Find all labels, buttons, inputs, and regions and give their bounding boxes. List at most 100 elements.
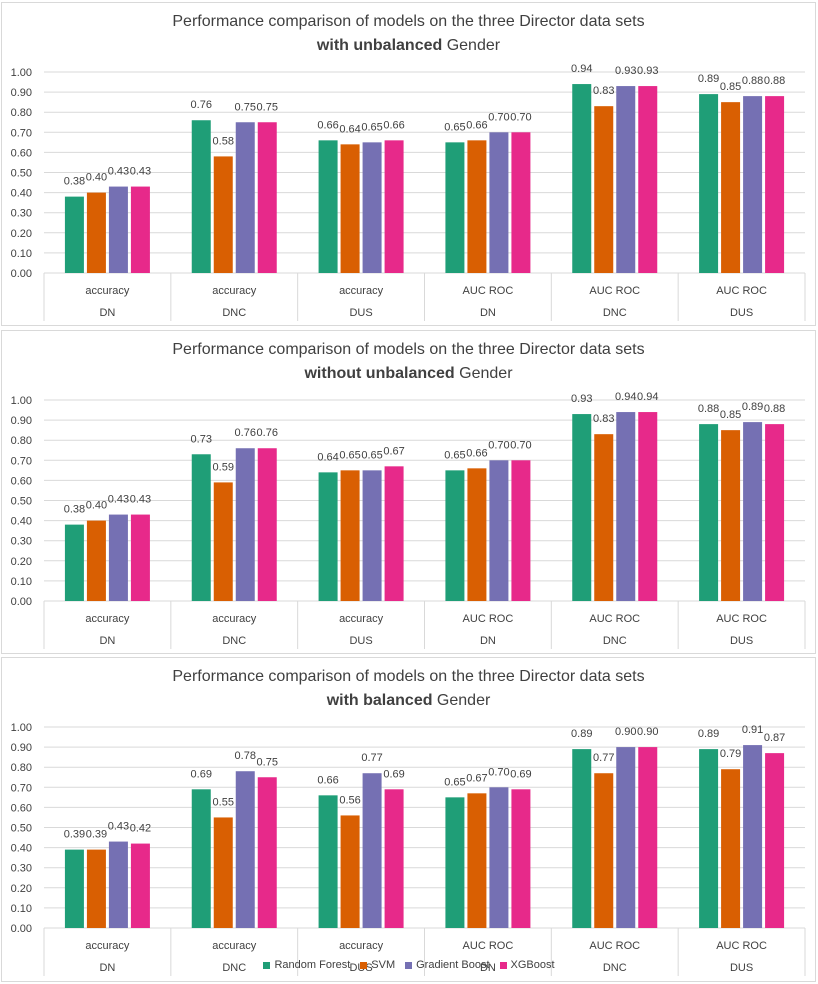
bar-random-forest xyxy=(64,849,84,928)
y-tick-label: 0.80 xyxy=(11,107,32,119)
data-label: 0.40 xyxy=(86,500,107,512)
bar-gradient-boost xyxy=(108,186,128,273)
bar-svm xyxy=(721,102,741,274)
data-label: 0.43 xyxy=(108,494,129,506)
data-label: 0.65 xyxy=(444,121,465,133)
bar-xgboost xyxy=(638,86,658,273)
y-tick-label: 0.50 xyxy=(11,496,32,508)
data-label: 0.65 xyxy=(361,121,382,133)
chart-title-line2: with unbalanced Gender xyxy=(2,37,815,55)
x-group-label: DUS xyxy=(349,307,372,319)
data-label: 0.83 xyxy=(593,85,614,97)
data-label: 0.89 xyxy=(742,401,763,413)
data-label: 0.85 xyxy=(720,81,741,93)
data-label: 0.64 xyxy=(317,451,338,463)
bar-random-forest xyxy=(318,140,338,273)
x-group-label: DUS xyxy=(730,635,753,647)
chart-title-rest: Gender xyxy=(442,37,501,54)
x-group-label: DN xyxy=(480,635,496,647)
legend-swatch xyxy=(263,961,271,969)
bar-svm xyxy=(213,482,233,601)
bar-xgboost xyxy=(638,747,658,928)
data-label: 0.70 xyxy=(488,439,509,451)
legend-label: Gradient Boost xyxy=(416,959,490,971)
bar-random-forest xyxy=(445,797,465,928)
x-category-label: accuracy xyxy=(212,940,257,952)
bar-random-forest xyxy=(318,472,338,601)
data-label: 0.77 xyxy=(361,752,382,764)
y-tick-label: 0.70 xyxy=(11,127,32,139)
y-tick-label: 0.10 xyxy=(11,248,32,260)
x-category-label: accuracy xyxy=(85,285,130,297)
bar-svm xyxy=(86,192,106,273)
data-label: 0.39 xyxy=(64,829,85,841)
data-label: 0.83 xyxy=(593,413,614,425)
data-label: 0.39 xyxy=(86,829,107,841)
legend-label: XGBoost xyxy=(510,959,555,971)
bar-svm xyxy=(340,815,360,928)
legend-swatch xyxy=(499,961,507,969)
x-group-label: DUS xyxy=(730,962,753,974)
data-label: 0.75 xyxy=(235,101,256,113)
data-label: 0.93 xyxy=(615,65,636,77)
chart-title-rest: Gender xyxy=(432,692,491,709)
data-label: 0.66 xyxy=(466,119,487,131)
x-group-label: DN xyxy=(480,307,496,319)
bar-xgboost xyxy=(130,514,150,601)
bar-xgboost xyxy=(257,777,277,928)
bar-gradient-boost xyxy=(108,841,128,928)
chart-title-rest: Gender xyxy=(454,365,513,382)
bar-gradient-boost xyxy=(743,745,763,928)
x-group-label: DNC xyxy=(222,962,246,974)
x-category-label: AUC ROC xyxy=(589,613,640,625)
bar-random-forest xyxy=(191,454,211,601)
bar-random-forest xyxy=(445,142,465,273)
bar-gradient-boost xyxy=(743,422,763,601)
data-label: 0.66 xyxy=(317,774,338,786)
data-label: 0.66 xyxy=(466,447,487,459)
bar-gradient-boost xyxy=(616,86,636,273)
bar-svm xyxy=(213,817,233,928)
bar-xgboost xyxy=(384,466,404,601)
data-label: 0.70 xyxy=(510,111,531,123)
bar-random-forest xyxy=(445,470,465,601)
x-category-label: AUC ROC xyxy=(463,940,514,952)
data-label: 0.85 xyxy=(720,409,741,421)
data-label: 0.66 xyxy=(317,119,338,131)
x-category-label: accuracy xyxy=(85,940,130,952)
chart-title-line2: without unbalanced Gender xyxy=(2,365,815,383)
data-label: 0.88 xyxy=(764,403,785,415)
data-label: 0.77 xyxy=(593,752,614,764)
data-label: 0.88 xyxy=(742,75,763,87)
data-label: 0.65 xyxy=(444,449,465,461)
x-category-label: accuracy xyxy=(339,613,384,625)
chart-legend: Random Forest SVM Gradient Boost XGBoost xyxy=(0,956,818,974)
data-label: 0.75 xyxy=(257,756,278,768)
x-group-label: DN xyxy=(99,962,115,974)
x-category-label: AUC ROC xyxy=(463,285,514,297)
y-tick-label: 1.00 xyxy=(11,395,32,407)
y-tick-label: 0.10 xyxy=(11,576,32,588)
x-category-label: AUC ROC xyxy=(716,613,767,625)
data-label: 0.69 xyxy=(383,768,404,780)
bar-xgboost xyxy=(130,843,150,928)
bar-random-forest xyxy=(699,749,719,928)
y-tick-label: 0.80 xyxy=(11,435,32,447)
y-tick-label: 0.00 xyxy=(11,923,32,935)
bar-svm xyxy=(86,520,106,601)
data-label: 0.38 xyxy=(64,504,85,516)
data-label: 0.69 xyxy=(191,768,212,780)
chart-title-bold: with unbalanced xyxy=(316,37,443,54)
x-category-label: AUC ROC xyxy=(589,285,640,297)
data-label: 0.90 xyxy=(615,726,636,738)
x-group-label: DNC xyxy=(222,307,246,319)
data-label: 0.67 xyxy=(383,445,404,457)
bar-svm xyxy=(213,156,233,273)
bar-xgboost xyxy=(511,789,531,928)
x-category-label: AUC ROC xyxy=(716,940,767,952)
legend-item-svm: SVM xyxy=(360,959,395,971)
bar-gradient-boost xyxy=(108,514,128,601)
bar-svm xyxy=(340,144,360,273)
y-tick-label: 0.20 xyxy=(11,556,32,568)
bar-random-forest xyxy=(699,94,719,273)
